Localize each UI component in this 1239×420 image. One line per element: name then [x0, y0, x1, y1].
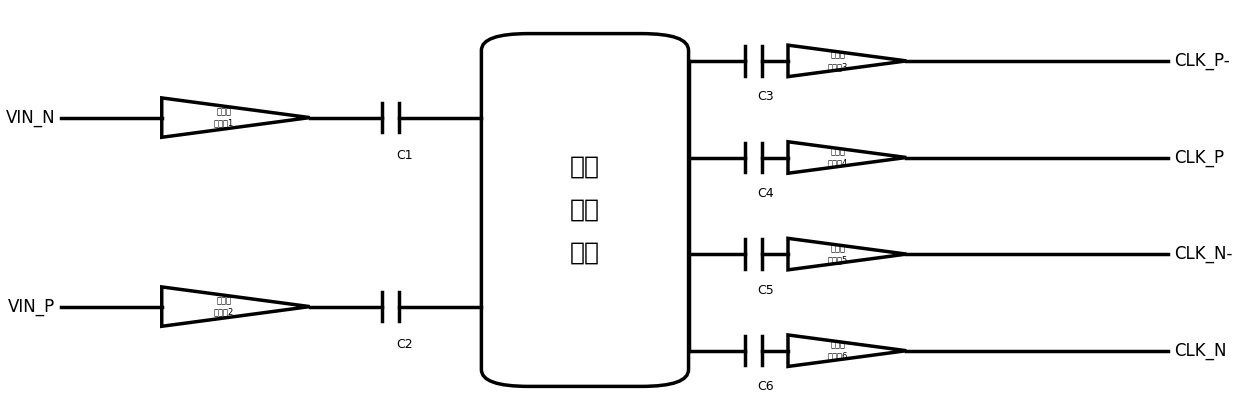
Text: 第五反
相器组5: 第五反 相器组5 [828, 244, 847, 264]
Text: C6: C6 [757, 380, 774, 393]
Text: CLK_P-: CLK_P- [1173, 52, 1229, 70]
Text: CLK_N: CLK_N [1173, 342, 1227, 360]
Text: CLK_N-: CLK_N- [1173, 245, 1233, 263]
Text: C5: C5 [757, 284, 774, 297]
Text: 第三反
相器组3: 第三反 相器组3 [828, 51, 847, 71]
Text: 第六反
相器组6: 第六反 相器组6 [828, 341, 847, 361]
Text: VIN_N: VIN_N [6, 109, 56, 126]
Text: 信号
移相
器组: 信号 移相 器组 [570, 155, 600, 265]
FancyBboxPatch shape [482, 34, 689, 386]
Text: 第一反
相器组1: 第一反 相器组1 [214, 108, 234, 128]
Text: 第四反
相器组4: 第四反 相器组4 [828, 147, 847, 168]
Text: VIN_P: VIN_P [7, 298, 56, 315]
Text: C3: C3 [757, 90, 774, 103]
Text: CLK_P: CLK_P [1173, 149, 1224, 166]
Text: C2: C2 [396, 338, 413, 351]
Text: 第二反
相器组2: 第二反 相器组2 [214, 297, 234, 317]
Text: C1: C1 [396, 149, 413, 162]
Text: C4: C4 [757, 187, 774, 200]
